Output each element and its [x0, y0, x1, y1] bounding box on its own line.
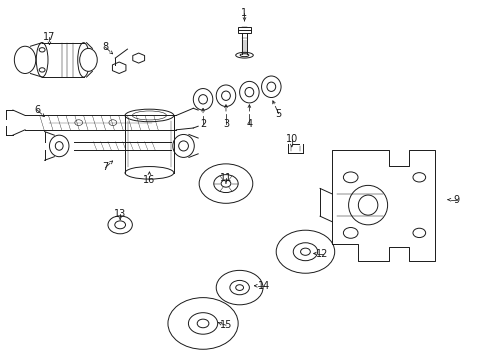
Ellipse shape	[198, 95, 207, 104]
Text: 6: 6	[34, 105, 40, 115]
Ellipse shape	[78, 42, 89, 77]
Ellipse shape	[115, 221, 125, 229]
Ellipse shape	[235, 52, 253, 58]
Ellipse shape	[221, 180, 230, 187]
Text: 3: 3	[223, 120, 228, 129]
Ellipse shape	[216, 270, 263, 305]
Text: 17: 17	[43, 32, 56, 41]
Text: 4: 4	[246, 120, 252, 129]
Text: 11: 11	[220, 173, 232, 183]
Ellipse shape	[36, 42, 48, 77]
Bar	[237, 27, 251, 33]
Ellipse shape	[132, 111, 166, 120]
Ellipse shape	[293, 243, 317, 261]
Text: 10: 10	[285, 134, 297, 144]
Ellipse shape	[125, 167, 173, 179]
Ellipse shape	[125, 109, 173, 122]
Ellipse shape	[240, 54, 248, 57]
Ellipse shape	[197, 319, 208, 328]
Ellipse shape	[343, 172, 357, 183]
Ellipse shape	[193, 89, 212, 110]
Text: 15: 15	[219, 320, 232, 330]
Ellipse shape	[55, 141, 63, 150]
Text: 7: 7	[102, 162, 108, 172]
Text: 2: 2	[200, 120, 206, 129]
Ellipse shape	[216, 85, 235, 107]
Text: 9: 9	[453, 195, 459, 205]
Text: 16: 16	[143, 175, 155, 185]
Ellipse shape	[108, 216, 132, 234]
Text: 12: 12	[316, 248, 328, 258]
Text: 5: 5	[275, 109, 281, 119]
Ellipse shape	[178, 141, 188, 151]
Ellipse shape	[167, 298, 238, 349]
Ellipse shape	[39, 68, 45, 72]
Ellipse shape	[348, 185, 387, 225]
Ellipse shape	[300, 248, 310, 255]
Ellipse shape	[213, 175, 238, 193]
Ellipse shape	[39, 48, 45, 52]
Ellipse shape	[199, 164, 252, 203]
Ellipse shape	[412, 173, 425, 182]
Ellipse shape	[14, 46, 36, 73]
Ellipse shape	[80, 48, 97, 71]
Text: 13: 13	[114, 209, 126, 219]
Ellipse shape	[75, 120, 82, 126]
Ellipse shape	[244, 87, 253, 97]
Ellipse shape	[49, 135, 69, 157]
Ellipse shape	[235, 285, 243, 291]
Ellipse shape	[109, 120, 117, 126]
Ellipse shape	[221, 91, 230, 100]
Ellipse shape	[358, 195, 377, 215]
Ellipse shape	[172, 134, 194, 157]
Ellipse shape	[188, 313, 217, 334]
Ellipse shape	[261, 76, 281, 98]
Ellipse shape	[343, 228, 357, 238]
Ellipse shape	[276, 230, 334, 273]
Text: 1: 1	[241, 8, 247, 18]
Ellipse shape	[229, 280, 249, 295]
Text: 14: 14	[257, 281, 269, 291]
Ellipse shape	[266, 82, 275, 91]
Ellipse shape	[239, 81, 259, 103]
Ellipse shape	[412, 228, 425, 238]
Text: 8: 8	[102, 42, 108, 52]
